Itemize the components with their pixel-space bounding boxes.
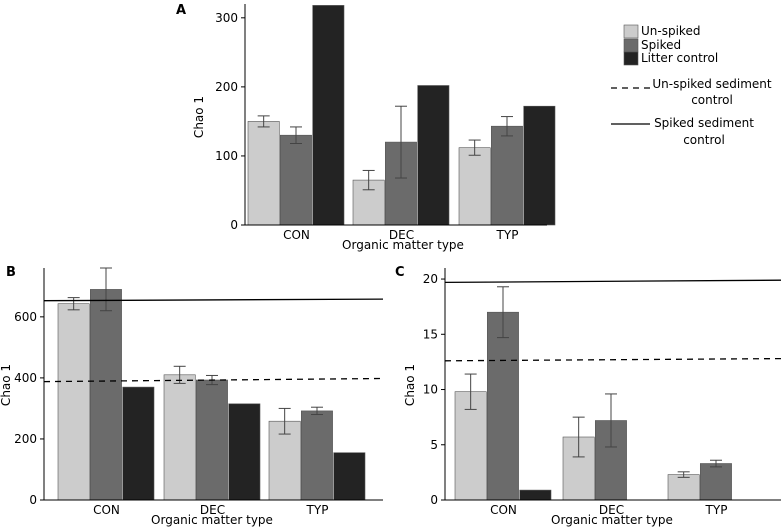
- panel-c-x-tick-con: CON: [490, 503, 517, 517]
- panel-b-y-tick-0: 0: [29, 493, 37, 507]
- panel-b-y-tick-400: 400: [14, 371, 37, 385]
- panel-b-y-tick-600: 600: [14, 310, 37, 324]
- legend-label-unspiked-sediment-1: Un-spiked sediment: [652, 77, 772, 91]
- panel-a-y-tick-300: 300: [215, 11, 238, 25]
- panel-b-ref-line-spiked-sediment: [43, 298, 384, 302]
- panel-a-errorbar-dec-spiked: [395, 105, 407, 179]
- panel-a-letter: A: [176, 3, 186, 18]
- panel-b-x-tick-dec: DEC: [200, 503, 225, 517]
- panel-a-bar-con-spiked: [279, 134, 312, 226]
- panel-b-letter: B: [6, 265, 16, 280]
- panel-a: A CON DEC TYP 0 100 200 300 Organic matter typ…: [176, 3, 556, 252]
- panel-a-bar-dec-litter: [417, 85, 450, 226]
- panel-a-x-axis-title: Organic matter type: [342, 238, 464, 252]
- panel-c-errorbar-con-unspiked: [464, 373, 477, 410]
- panel-b-bar-con-litter: [122, 386, 155, 501]
- panel-c-reference-lines: [444, 279, 782, 362]
- panel-a-y-tick-200: 200: [215, 80, 238, 94]
- panel-b-bar-dec-spiked: [196, 379, 228, 501]
- panel-c-y-tick-20: 20: [423, 272, 438, 286]
- panel-b-bar-con-spiked: [90, 289, 122, 501]
- panel-b-errorbar-con-unspiked: [67, 297, 80, 311]
- panel-b-errorbar-con-spiked: [100, 267, 112, 312]
- legend-label-litter: Litter control: [641, 51, 718, 65]
- legend-swatch-spiked: [623, 38, 639, 53]
- panel-a-bar-typ-spiked: [490, 125, 523, 226]
- panel-b-bars: [57, 267, 366, 501]
- panel-c-y-axis-title: Chao 1: [403, 364, 417, 406]
- legend-label-unspiked-sediment-2: control: [691, 93, 733, 107]
- panel-a-y-axis-title: Chao 1: [192, 96, 206, 138]
- panel-c-ref-line-unspiked-sediment: [444, 357, 782, 362]
- panel-c-bar-con-litter: [519, 489, 552, 501]
- panel-b-bar-typ-litter: [333, 452, 366, 501]
- panel-c-x-tick-dec: DEC: [599, 503, 624, 517]
- panel-a-bar-con-unspiked: [247, 121, 280, 226]
- panel-b-y-axis-title: Chao 1: [0, 364, 13, 406]
- panel-b-axes: CON DEC TYP 0 200 400 600: [14, 268, 383, 517]
- panel-c-y-tick-15: 15: [423, 327, 438, 341]
- panel-a-errorbar-con-spiked: [290, 126, 302, 145]
- panel-a-errorbar-dec-unspiked: [362, 169, 375, 191]
- panel-c-errorbar-typ-spiked: [710, 459, 722, 468]
- panel-a-bar-typ-unspiked: [458, 147, 491, 226]
- panel-b-errorbar-typ-unspiked: [278, 407, 291, 435]
- panel-b-x-tick-typ: TYP: [306, 503, 329, 517]
- panel-a-errorbar-typ-unspiked: [468, 139, 481, 156]
- legend-label-spiked: Spiked: [641, 38, 681, 52]
- legend-label-unspiked: Un-spiked: [641, 24, 700, 38]
- panel-b: B CON DEC TYP 0 200 400 600 Organic matter typ…: [0, 265, 384, 527]
- panel-c-bars: [454, 286, 732, 501]
- panel-b-x-tick-con: CON: [93, 503, 120, 517]
- legend-label-spiked-sediment-2: control: [683, 133, 725, 147]
- panel-c-y-tick-0: 0: [430, 493, 438, 507]
- panel-a-y-tick-0: 0: [230, 218, 238, 232]
- panel-b-y-tick-200: 200: [14, 432, 37, 446]
- panel-a-bars: [247, 5, 556, 226]
- panel-b-x-axis-title: Organic matter type: [151, 513, 273, 527]
- panel-c-bar-typ-spiked: [699, 463, 732, 501]
- legend-swatch-litter: [623, 51, 639, 66]
- panel-c-y-tick-5: 5: [430, 438, 438, 452]
- panel-c-ref-line-spiked-sediment: [444, 279, 782, 284]
- panel-c-errorbar-con-spiked: [497, 286, 509, 339]
- panel-a-bar-con-litter: [312, 5, 345, 226]
- panel-b-reference-lines: [43, 298, 384, 383]
- panel-c-errorbar-dec-unspiked: [572, 416, 585, 458]
- panel-a-errorbar-typ-spiked: [501, 116, 513, 137]
- legend-swatch-unspiked: [623, 24, 639, 39]
- legend-label-spiked-sediment-1: Spiked sediment: [654, 116, 754, 130]
- panel-b-ref-line-unspiked-sediment: [43, 377, 384, 383]
- panel-a-x-tick-dec: DEC: [389, 228, 414, 242]
- panel-b-errorbar-typ-spiked: [311, 406, 323, 416]
- panel-a-axes: CON DEC TYP 0 100 200 300: [215, 4, 547, 242]
- panel-b-bar-dec-unspiked: [163, 374, 196, 501]
- panel-a-bar-typ-litter: [523, 105, 556, 226]
- legend: Un-spiked Spiked Litter control Un-spike…: [611, 24, 772, 147]
- panel-b-bar-dec-litter: [228, 403, 261, 501]
- panel-b-bar-con-unspiked: [57, 303, 90, 501]
- panel-a-errorbar-con-unspiked: [257, 115, 270, 128]
- panel-a-x-tick-typ: TYP: [496, 228, 519, 242]
- panel-a-y-tick-100: 100: [215, 149, 238, 163]
- panel-c-axes: CON DEC TYP 0 5 10 15 20: [423, 268, 781, 517]
- panel-c-bar-typ-unspiked: [667, 474, 700, 501]
- panel-c-x-axis-title: Organic matter type: [551, 513, 673, 527]
- panel-c-errorbar-typ-unspiked: [677, 471, 690, 478]
- panel-c-y-tick-10: 10: [423, 383, 438, 397]
- panel-a-x-tick-con: CON: [283, 228, 310, 242]
- panel-c-letter: C: [395, 265, 405, 280]
- panel-b-bar-typ-spiked: [300, 410, 333, 501]
- panel-c-x-tick-typ: TYP: [705, 503, 728, 517]
- panel-c-bar-con-spiked: [486, 311, 519, 501]
- panel-c-errorbar-dec-spiked: [605, 393, 617, 448]
